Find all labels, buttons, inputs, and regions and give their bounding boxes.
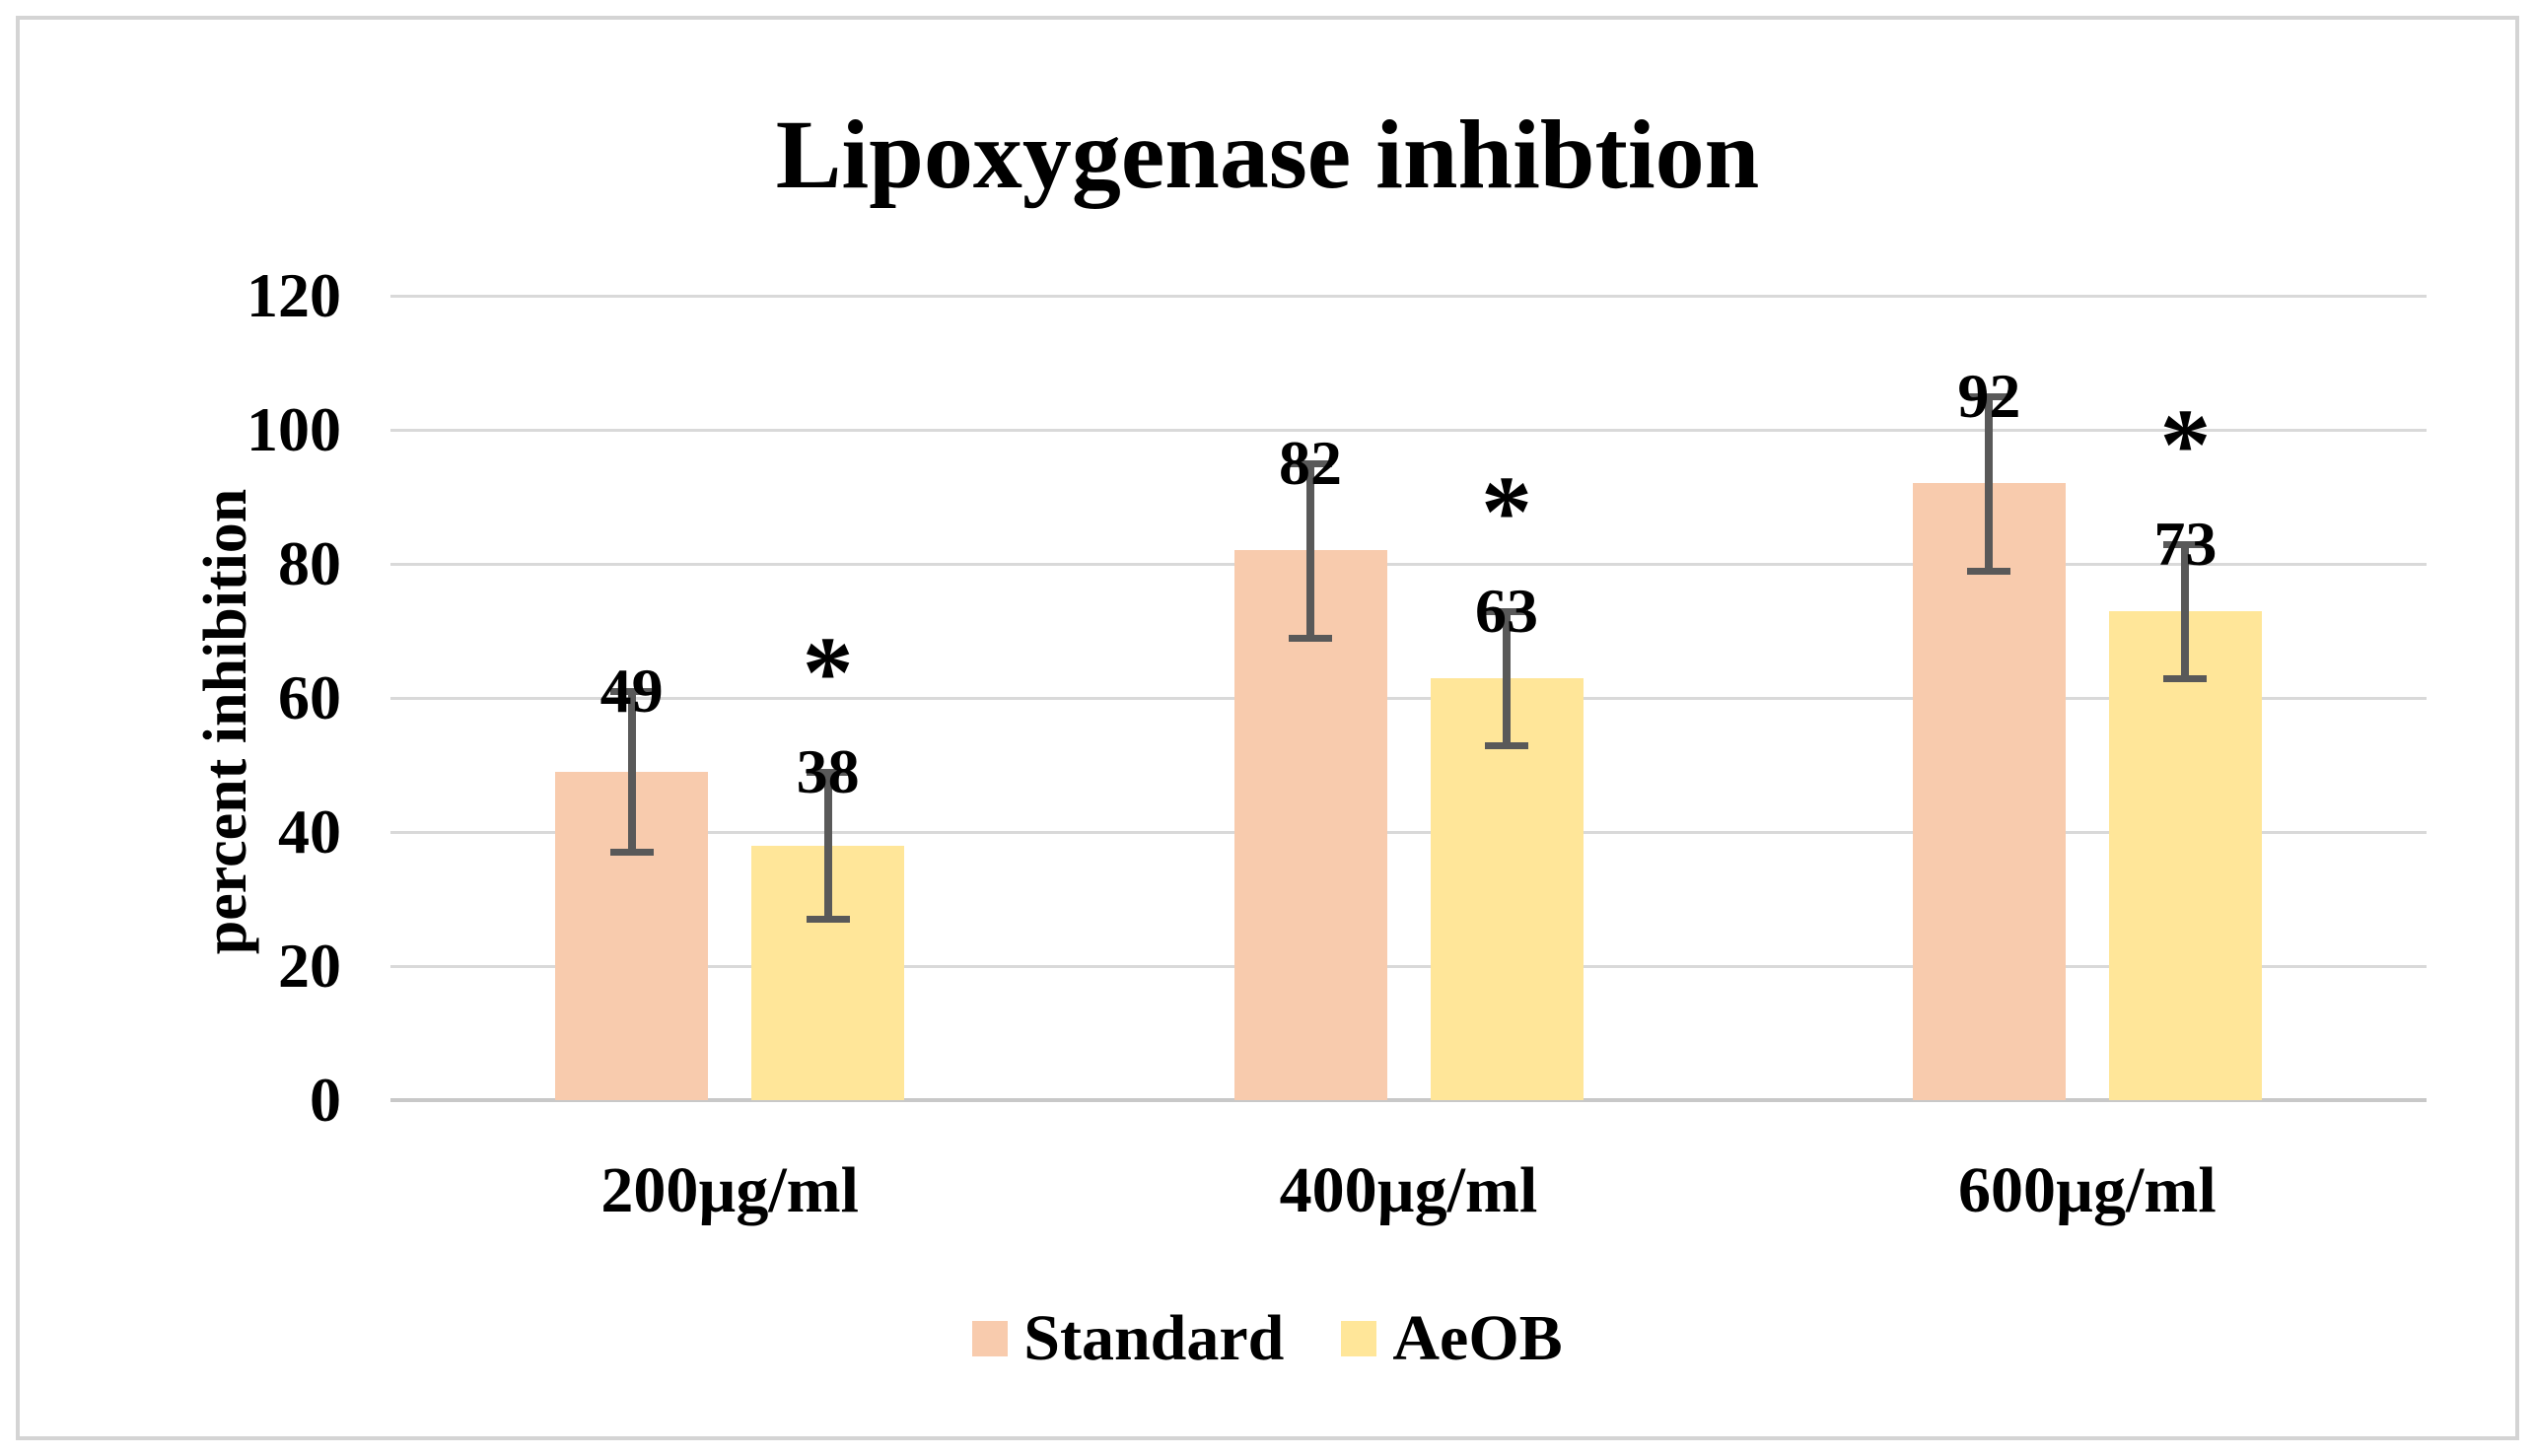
error-bar-cap-bottom — [806, 916, 850, 924]
legend-label-aeob: AeOB — [1392, 1302, 1563, 1374]
y-tick-label: 60 — [278, 662, 341, 732]
y-gridline — [390, 964, 2427, 968]
error-bar-whisker — [1985, 396, 1994, 571]
y-tick-label: 40 — [278, 797, 341, 867]
legend-item-standard: Standard — [972, 1301, 1284, 1376]
legend-label-standard: Standard — [1023, 1302, 1285, 1374]
error-bar-whisker — [823, 771, 832, 920]
significance-asterisk: * — [2159, 387, 2212, 502]
error-bar-whisker — [1306, 463, 1314, 638]
legend-swatch-standard — [972, 1321, 1009, 1356]
figure-frame: Lipoxygenase inhibtion percent inhibitio… — [16, 16, 2519, 1440]
y-tick-label: 80 — [278, 528, 341, 598]
significance-asterisk: * — [802, 615, 854, 729]
bar-value-label: 49 — [599, 656, 664, 727]
y-gridline — [390, 696, 2427, 700]
y-tick-label: 0 — [310, 1065, 341, 1135]
bar-aeob-600µg/ml — [2108, 610, 2262, 1100]
error-bar-cap-bottom — [609, 849, 654, 857]
x-axis-baseline — [390, 1098, 2427, 1102]
bar-value-label: 63 — [1475, 575, 1538, 646]
bar-standard-600µg/ml — [1912, 483, 2066, 1100]
error-bar-cap-top — [2163, 540, 2208, 548]
chart-title: Lipoxygenase inhibtion — [775, 99, 1760, 209]
plot-area: 120 100 80 60 40 20 0 200µg/ml 49 38 * 400µg/ml 82 63… — [20, 20, 2515, 1436]
y-gridline — [390, 294, 2427, 298]
bar-value-label: 73 — [2153, 508, 2218, 579]
x-category-label: 600µg/ml — [1957, 1154, 2217, 1226]
bar-value-label: 82 — [1279, 428, 1342, 498]
significance-asterisk: * — [1481, 454, 1532, 569]
error-bar-cap-top — [1967, 393, 2011, 400]
error-bar-cap-bottom — [1485, 741, 1528, 749]
bar-value-label: 92 — [1957, 361, 2021, 431]
legend: Standard AeOB — [20, 1297, 2515, 1380]
error-bar-cap-top — [1289, 460, 1332, 467]
y-tick-label: 120 — [246, 260, 341, 330]
error-bar-cap-bottom — [1967, 567, 2011, 575]
x-category-label: 200µg/ml — [600, 1154, 859, 1226]
x-category-label: 400µg/ml — [1279, 1154, 1538, 1226]
error-bar-cap-top — [806, 768, 850, 776]
legend-item-aeob: AeOB — [1341, 1301, 1563, 1376]
bar-standard-400µg/ml — [1233, 550, 1387, 1100]
error-bar-cap-bottom — [2163, 674, 2208, 682]
error-bar-whisker — [1503, 610, 1511, 745]
bar-value-label: 38 — [796, 735, 860, 806]
error-bar-cap-top — [1485, 607, 1528, 615]
error-bar-whisker — [2181, 543, 2190, 678]
error-bar-cap-top — [609, 688, 654, 696]
y-tick-label: 20 — [278, 931, 341, 1001]
y-gridline — [390, 562, 2427, 566]
error-bar-cap-bottom — [1289, 634, 1332, 642]
legend-swatch-aeob — [1341, 1321, 1377, 1356]
y-gridline — [390, 428, 2427, 432]
error-bar-whisker — [627, 691, 636, 853]
y-tick-label: 100 — [246, 394, 341, 464]
y-gridline — [390, 830, 2427, 834]
